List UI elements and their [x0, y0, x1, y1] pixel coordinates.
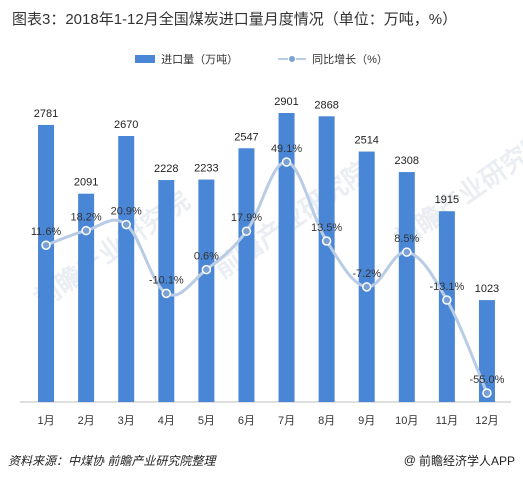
growth-value-label: -13.1% — [429, 281, 464, 293]
growth-value-label: 17.9% — [231, 212, 262, 224]
growth-value-label: 0.6% — [194, 251, 219, 263]
bar — [318, 116, 335, 403]
x-tick-label: 12月 — [475, 415, 498, 427]
growth-line — [44, 160, 489, 395]
bar-value-label: 1023 — [475, 283, 499, 295]
growth-point — [402, 247, 412, 257]
bar — [398, 172, 415, 402]
bar — [238, 148, 255, 402]
bar — [278, 113, 295, 402]
growth-point — [161, 288, 172, 299]
x-tick-label: 1月 — [37, 415, 54, 427]
bar-value-label: 2901 — [274, 96, 298, 108]
bar — [358, 151, 375, 402]
growth-value-label: 8.5% — [394, 233, 419, 245]
growth-point — [361, 282, 372, 292]
bar-value-label: 2308 — [395, 155, 419, 167]
growth-value-label: 20.9% — [111, 206, 142, 218]
x-tick-label: 5月 — [198, 415, 215, 427]
growth-value-label: -10.1% — [149, 274, 184, 286]
bar — [478, 300, 495, 402]
bar-value-label: 2514 — [354, 135, 378, 147]
growth-value-label: -55.0% — [470, 374, 505, 386]
brand-label: 前瞻经济学人APP — [418, 453, 515, 468]
x-tick-label: 11月 — [436, 415, 458, 427]
legend-line-swatch — [278, 54, 307, 64]
growth-point — [442, 295, 452, 305]
bar-value-label: 2781 — [34, 108, 58, 120]
growth-point — [41, 240, 51, 250]
x-tick-label: 6月 — [238, 415, 255, 427]
source-note: 资料来源：中煤协 前瞻产业研究院整理 — [8, 453, 216, 468]
legend: 进口量（万吨） 同比增长（%） — [0, 48, 523, 70]
bar — [438, 211, 455, 402]
legend-line-marker — [288, 55, 297, 63]
bar-value-label: 2091 — [74, 177, 98, 189]
x-tick-label: 10月 — [395, 415, 418, 427]
bar-value-label: 2670 — [114, 119, 138, 131]
chart-title: 图表3：2018年1-12月全国煤炭进口量月度情况（单位：万吨，%） — [12, 11, 458, 28]
growth-point — [482, 388, 492, 398]
brand: @ 前瞻经济学人APP — [404, 452, 515, 469]
brand-icon: @ — [403, 453, 416, 467]
bar — [38, 124, 55, 402]
legend-item-bar: 进口量（万吨） — [135, 51, 238, 67]
legend-item-line: 同比增长（%） — [278, 51, 388, 67]
growth-value-label: 13.5% — [311, 222, 342, 234]
growth-value-label: 18.2% — [71, 212, 102, 224]
bar-value-label: 1915 — [435, 194, 459, 206]
bar-value-label: 2868 — [314, 99, 338, 111]
x-tick-label: 3月 — [118, 415, 135, 427]
legend-bar-swatch — [135, 55, 156, 63]
x-tick-label: 2月 — [78, 415, 95, 427]
x-tick-label: 9月 — [358, 415, 375, 427]
growth-point — [81, 225, 91, 236]
bar-value-label: 2228 — [154, 163, 178, 175]
bar-value-label: 2233 — [194, 163, 218, 175]
growth-point — [241, 226, 252, 236]
growth-value-label: 11.6% — [31, 226, 62, 238]
x-tick-label: 7月 — [278, 415, 295, 427]
bar-value-label: 2547 — [234, 131, 258, 143]
legend-bar-label: 进口量（万吨） — [161, 54, 239, 66]
growth-point — [321, 236, 332, 246]
legend-line-label: 同比增长（%） — [312, 54, 388, 66]
x-tick-label: 4月 — [158, 415, 175, 427]
bar — [78, 193, 95, 402]
growth-point — [281, 157, 292, 167]
footer: 资料来源：中煤协 前瞻产业研究院整理 @ 前瞻经济学人APP — [8, 450, 515, 470]
growth-value-label: -7.2% — [352, 268, 381, 280]
bar — [198, 179, 215, 402]
growth-point — [201, 264, 212, 275]
bar — [118, 136, 135, 403]
growth-point — [121, 219, 131, 230]
x-tick-label: 8月 — [318, 415, 335, 427]
growth-value-label: 49.1% — [271, 143, 302, 155]
